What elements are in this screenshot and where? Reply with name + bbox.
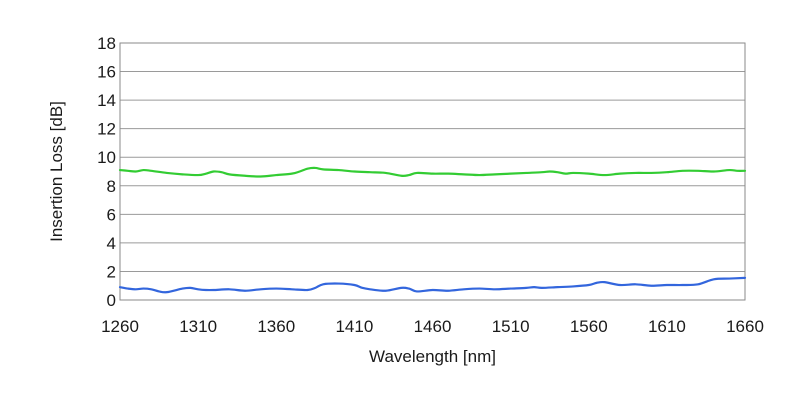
x-tick-label: 1660 [726, 317, 764, 336]
x-tick-label: 1610 [648, 317, 686, 336]
x-tick-label: 1360 [257, 317, 295, 336]
y-tick-label: 6 [107, 205, 116, 224]
y-tick-label: 14 [97, 91, 116, 110]
x-tick-label: 1410 [335, 317, 373, 336]
x-tick-label: 1260 [101, 317, 139, 336]
y-axis-title: Insertion Loss [dB] [47, 101, 66, 242]
series-line-2 [118, 276, 747, 294]
y-tick-label: 10 [97, 148, 116, 167]
y-tick-label: 12 [97, 120, 116, 139]
y-axis-ticks: 0 2 4 6 8 10 12 14 16 18 [97, 34, 116, 310]
y-tick-label: 4 [107, 234, 116, 253]
y-tick-label: 8 [107, 177, 116, 196]
y-tick-label: 18 [97, 34, 116, 53]
y-tick-label: 2 [107, 262, 116, 281]
x-tick-label: 1560 [570, 317, 608, 336]
series-line-1 [118, 166, 747, 178]
series-group [118, 166, 747, 294]
x-tick-label: 1310 [179, 317, 217, 336]
y-tick-label: 0 [107, 291, 116, 310]
x-axis-title: Wavelength [nm] [369, 347, 496, 366]
y-tick-label: 16 [97, 63, 116, 82]
x-tick-label: 1510 [492, 317, 530, 336]
x-tick-label: 1460 [414, 317, 452, 336]
x-axis-ticks: 1260 1310 1360 1410 1460 1510 1560 1610 1660 [101, 317, 764, 336]
